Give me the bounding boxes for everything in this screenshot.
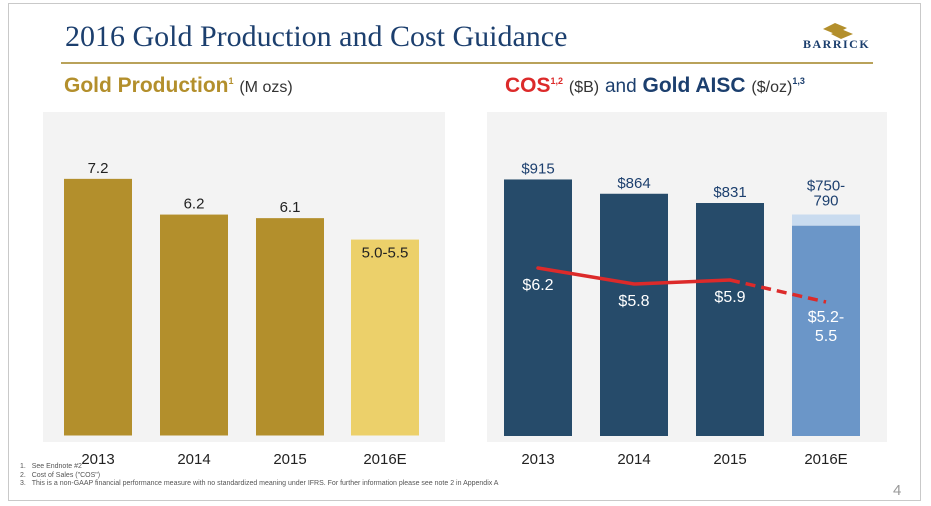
page-number: 4 bbox=[893, 482, 902, 499]
cos-data-label-2016E: $5.2-5.5 bbox=[808, 309, 844, 345]
cost-category-label-2016E: 2016E bbox=[804, 451, 847, 468]
logo-text: BARRICK bbox=[803, 37, 871, 51]
cos-line-actual bbox=[536, 266, 732, 286]
aisc-bar-2016E bbox=[792, 225, 860, 436]
production-bar-2015 bbox=[256, 218, 324, 436]
cos-title-label: COS bbox=[505, 74, 551, 97]
barrick-logo-icon bbox=[823, 23, 853, 39]
production-bar-2014 bbox=[160, 214, 228, 436]
cost-title-and: and bbox=[604, 76, 637, 97]
production-data-label-2013: 7.2 bbox=[88, 160, 109, 177]
production-title-label: Gold Production bbox=[64, 74, 229, 97]
production-category-label-2013: 2013 bbox=[81, 451, 114, 468]
production-category-label-2015: 2015 bbox=[273, 451, 306, 468]
production-bar-2016E bbox=[351, 239, 419, 436]
aisc-data-label-2013: $915 bbox=[521, 160, 554, 177]
production-bar-2013 bbox=[64, 178, 132, 436]
production-data-label-2015: 6.1 bbox=[280, 199, 301, 216]
aisc-range-bar-2016E bbox=[792, 214, 860, 226]
production-title-unit: (M ozs) bbox=[239, 79, 293, 96]
aisc-bar-2015 bbox=[696, 203, 764, 436]
cos-data-label-2015: $5.9 bbox=[714, 289, 745, 306]
aisc-data-label-2015: $831 bbox=[713, 184, 746, 201]
slide-title: 2016 Gold Production and Cost Guidance bbox=[65, 20, 568, 53]
cost-category-label-2015: 2015 bbox=[713, 451, 746, 468]
production-data-label-2016E: 5.0-5.5 bbox=[362, 245, 409, 262]
aisc-bar-2013 bbox=[504, 179, 572, 436]
production-category-label-2016E: 2016E bbox=[363, 451, 406, 468]
cos-data-label-2013: $6.2 bbox=[522, 277, 553, 294]
cos-data-label-2014: $5.8 bbox=[618, 293, 649, 310]
cost-bar-chart: $915 2013 $864 2014 $831 2015 $750-790 2016E $6.… bbox=[504, 160, 860, 468]
footnote-3: 3. This is a non-GAAP financial performa… bbox=[20, 480, 499, 487]
production-bar-chart: 7.2 2013 6.2 2014 6.1 2015 5.0-5.5 2016E bbox=[43, 160, 445, 468]
production-data-label-2014: 6.2 bbox=[184, 196, 205, 213]
aisc-title-label: Gold AISC bbox=[642, 74, 746, 97]
aisc-title-sup: 1,3 bbox=[792, 76, 805, 86]
cost-chart-title: COS1,2 ($B) and Gold AISC ($/oz)1,3 bbox=[505, 74, 805, 98]
aisc-data-label-2016E: $750-790 bbox=[807, 178, 845, 210]
footnote-1: 1. See Endnote #2 bbox=[20, 463, 82, 470]
aisc-data-label-2014: $864 bbox=[617, 175, 650, 192]
cost-category-label-2013: 2013 bbox=[521, 451, 554, 468]
aisc-bar-2014 bbox=[600, 193, 668, 436]
footnotes: 1. See Endnote #2 2. Cost of Sales ("COS… bbox=[20, 463, 498, 489]
title-divider bbox=[61, 62, 873, 64]
production-chart-title: Gold Production1 (M ozs) bbox=[64, 74, 293, 98]
aisc-title-unit: ($/oz) bbox=[751, 79, 793, 96]
production-category-label-2014: 2014 bbox=[177, 451, 210, 468]
cos-title-sup: 1,2 bbox=[550, 76, 564, 86]
cos-title-unit: ($B) bbox=[568, 79, 600, 96]
production-title-sup: 1 bbox=[228, 76, 234, 86]
cos-line-estimate bbox=[729, 278, 827, 304]
footnote-2: 2. Cost of Sales ("COS") bbox=[20, 471, 101, 479]
cost-category-label-2014: 2014 bbox=[617, 451, 650, 468]
